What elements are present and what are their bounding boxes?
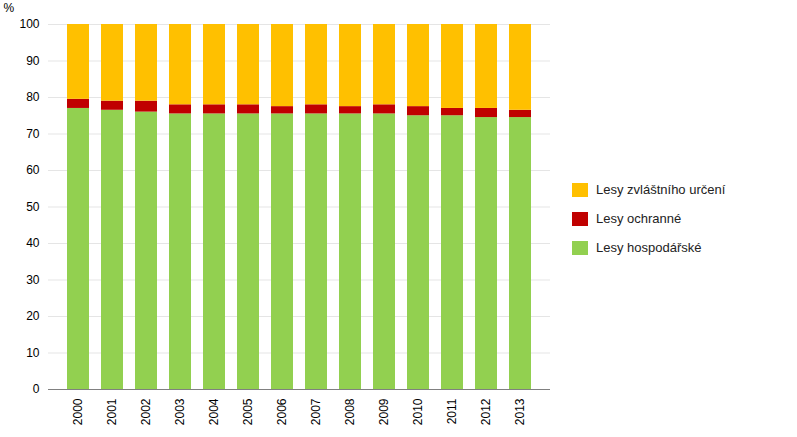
svg-text:2005: 2005	[241, 398, 255, 425]
svg-text:60: 60	[26, 163, 40, 177]
svg-text:30: 30	[26, 273, 40, 287]
svg-text:50: 50	[26, 200, 40, 214]
html-text:Lesy hospodářské: Lesy hospodářské	[596, 240, 702, 255]
svg-text:2001: 2001	[105, 398, 119, 425]
svg-text:2009: 2009	[377, 398, 391, 425]
svg-text:2000: 2000	[71, 398, 85, 425]
svg-text:2002: 2002	[139, 398, 153, 425]
svg-text:2006: 2006	[275, 398, 289, 425]
svg-text:40: 40	[26, 236, 40, 250]
svg-text:80: 80	[26, 90, 40, 104]
svg-text:2013: 2013	[513, 398, 527, 425]
svg-text:2012: 2012	[479, 398, 493, 425]
html-text:Lesy ochranné: Lesy ochranné	[596, 211, 682, 226]
svg-text:2007: 2007	[309, 398, 323, 425]
svg-text:2010: 2010	[411, 398, 425, 425]
svg-text:90: 90	[26, 54, 40, 68]
svg-text:2008: 2008	[343, 398, 357, 425]
svg-text:0: 0	[33, 382, 40, 396]
svg-text:10: 10	[26, 346, 40, 360]
svg-text:70: 70	[26, 127, 40, 141]
svg-text:2004: 2004	[207, 398, 221, 425]
html-text:Lesy zvláštního určení: Lesy zvláštního určení	[596, 182, 726, 197]
svg-text:2011: 2011	[445, 398, 459, 424]
svg-text:20: 20	[26, 309, 40, 323]
svg-text:2003: 2003	[173, 398, 187, 425]
svg-text:%: %	[4, 1, 15, 15]
svg-text:100: 100	[19, 17, 39, 31]
